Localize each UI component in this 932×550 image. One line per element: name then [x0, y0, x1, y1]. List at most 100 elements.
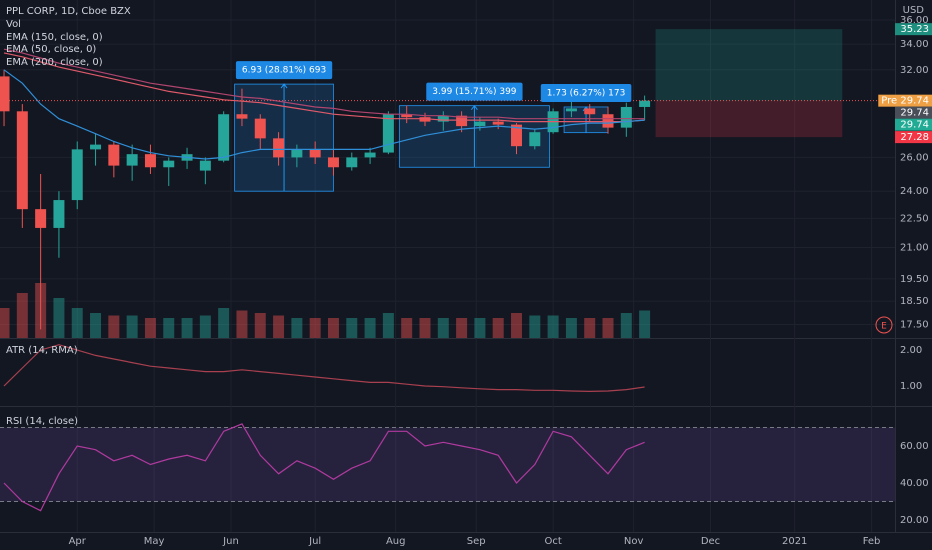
volume-bar	[602, 318, 614, 338]
candle-body	[273, 138, 285, 158]
volume-bar	[419, 318, 431, 338]
candle-body	[16, 111, 28, 210]
volume-bar	[254, 313, 266, 338]
candle-body	[254, 118, 266, 139]
volume-bar	[218, 308, 230, 338]
volume-bar	[382, 313, 394, 338]
candle-body	[71, 149, 83, 201]
y-tick-label: 21.00	[900, 243, 929, 254]
price-label: Pre 29.74	[881, 96, 929, 107]
measure-label: 1.73 (6.27%) 173	[547, 88, 626, 98]
x-tick-label: Dec	[701, 536, 720, 547]
candle-body	[218, 114, 230, 161]
y-tick-label: 40.00	[900, 478, 929, 489]
volume-bar	[309, 318, 321, 338]
volume-bar	[90, 313, 102, 338]
legend-entry: Vol	[6, 19, 21, 30]
volume-bar	[181, 318, 193, 338]
candle-body	[236, 114, 248, 119]
candle-body	[437, 115, 449, 122]
x-tick-label: May	[144, 536, 165, 547]
y-tick-label: 19.50	[900, 274, 929, 285]
volume-bar	[108, 315, 120, 338]
candle-body	[602, 114, 614, 128]
volume-bar	[529, 315, 541, 338]
volume-bar	[584, 318, 596, 338]
position-target	[655, 29, 843, 101]
y-tick-label: 36.00	[900, 15, 929, 26]
volume-bar	[639, 310, 651, 338]
price-label: 29.74	[900, 120, 929, 131]
rsi-band	[0, 427, 895, 502]
price-label-bg	[895, 106, 932, 119]
volume-bar	[456, 318, 468, 338]
volume-bar	[273, 315, 285, 338]
volume-bar	[53, 298, 65, 338]
currency: USD	[903, 5, 925, 16]
x-tick-label: Oct	[544, 536, 561, 547]
indicator-line	[3, 344, 645, 393]
measure-label: 6.93 (28.81%) 693	[242, 66, 326, 76]
candle-body	[309, 149, 321, 158]
measure-label-bg	[540, 83, 632, 102]
y-tick-label: 26.00	[900, 152, 929, 163]
candle-body	[144, 154, 156, 168]
measure-label-bg	[235, 61, 333, 80]
legend-entry: EMA (50, close, 0)	[6, 44, 96, 55]
chart-title: PPL CORP, 1D, Cboe BZX	[6, 6, 131, 17]
volume-bar	[291, 318, 303, 338]
candle-body	[108, 144, 120, 166]
ema-line	[3, 48, 645, 120]
volume-bar	[71, 308, 83, 338]
candle-body	[419, 117, 431, 122]
volume-bar	[492, 318, 504, 338]
candle-body	[0, 76, 10, 112]
y-tick-label: 24.00	[900, 186, 929, 197]
x-tick-label: Jul	[308, 536, 321, 547]
candle-body	[346, 157, 358, 168]
indicator-line	[3, 423, 645, 512]
x-tick-label: Nov	[624, 536, 644, 547]
legend-entry: EMA (200, close, 0)	[6, 57, 103, 68]
price-label-bg	[895, 118, 932, 131]
y-tick-label: 1.00	[900, 381, 922, 392]
y-tick-label: 20.00	[900, 515, 929, 526]
price-label-bg	[895, 131, 932, 144]
volume-bar	[236, 310, 248, 338]
volume-bar	[565, 318, 577, 338]
candle-body	[90, 144, 102, 150]
price-label: 35.23	[900, 24, 929, 35]
measure-arrow	[471, 104, 478, 168]
y-tick-label: 17.50	[900, 320, 929, 331]
volume-bar	[144, 318, 156, 338]
candle-body	[492, 121, 504, 125]
y-tick-label: 2.00	[900, 345, 922, 356]
y-tick-label: 60.00	[900, 441, 929, 452]
pane-title: RSI (14, close)	[6, 416, 78, 427]
candle-body	[53, 200, 65, 228]
earnings-marker	[875, 316, 893, 334]
price-label: 29.74	[900, 108, 929, 119]
candle-body	[126, 154, 138, 166]
price-label-bg	[895, 23, 932, 36]
measure-label: 3.99 (15.71%) 399	[432, 87, 517, 97]
overlay: Apr May Jun Jul Aug Sep Oct Nov Dec 2021 Feb 17.50 1…	[69, 15, 932, 547]
candle-body	[620, 106, 632, 128]
candle-body	[511, 124, 522, 147]
y-tick-label: 34.00	[900, 39, 929, 50]
candle-body	[584, 108, 596, 115]
marks	[0, 29, 895, 512]
candle-body	[382, 114, 394, 153]
pane-title: ATR (14, RMA)	[6, 345, 78, 356]
candle-body	[565, 108, 577, 112]
price-label: 27.28	[900, 132, 929, 143]
candle-body	[456, 115, 468, 127]
x-tick-label: 2021	[782, 536, 807, 547]
earnings-icon: E	[881, 322, 887, 332]
volume-bar	[16, 293, 28, 338]
y-tick-label: 32.00	[900, 65, 929, 76]
volume-bar	[474, 318, 486, 338]
candle-body	[639, 100, 651, 107]
ema-line	[3, 52, 645, 123]
